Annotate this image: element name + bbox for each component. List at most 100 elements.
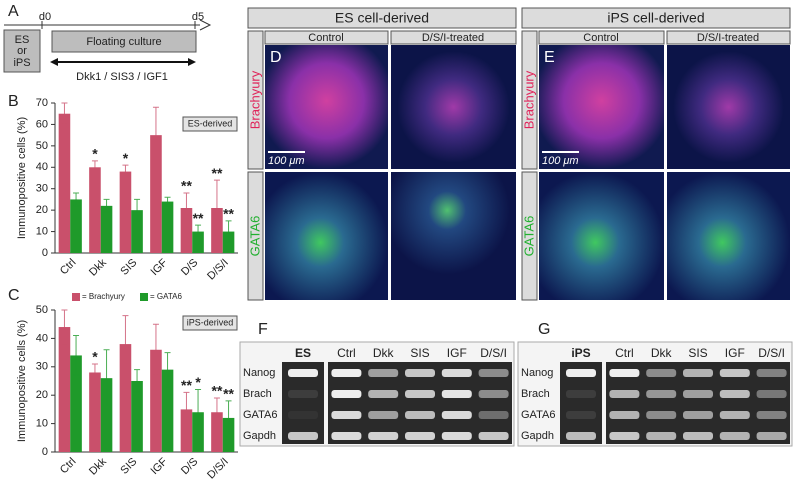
micrograph (667, 172, 790, 300)
lane-label: iPS (571, 346, 590, 360)
y-tick-label: 0 (42, 446, 48, 458)
source-label: iPS (13, 57, 30, 69)
marker: Brachyury (247, 70, 262, 129)
band (478, 369, 509, 377)
band (566, 411, 596, 419)
condition: Control (583, 32, 618, 44)
row-header (521, 30, 538, 170)
band (683, 369, 713, 377)
scale-label: 100 μm (268, 155, 305, 167)
panel-label: F (258, 321, 268, 338)
error-bar (183, 192, 190, 224)
error-bar (73, 335, 80, 376)
significance: ** (223, 206, 234, 222)
lane-label: Ctrl (615, 346, 634, 360)
error-bar (103, 198, 110, 213)
panel-label: C (8, 287, 20, 304)
y-tick-label: 40 (36, 161, 48, 173)
x-tick-label: IGF (148, 456, 170, 478)
band (288, 432, 318, 440)
band (756, 369, 787, 377)
y-tick-label: 20 (36, 204, 48, 216)
band (441, 390, 472, 398)
band (609, 390, 640, 398)
step-label: Floating culture (86, 36, 161, 48)
error-bar (183, 391, 190, 427)
band (478, 390, 509, 398)
lane-label: D/S/I (758, 346, 785, 360)
band (288, 390, 318, 398)
bar (211, 412, 223, 452)
gene-label: Brach (243, 388, 272, 400)
group-header (521, 7, 791, 29)
marker: Brachyury (521, 70, 536, 129)
error-bar (225, 220, 232, 243)
significance: * (92, 349, 98, 365)
x-tick-label: D/S (179, 257, 200, 278)
significance: * (123, 150, 129, 166)
marker: GATA6 (521, 216, 536, 257)
gene-label: GATA6 (521, 409, 555, 421)
band (719, 390, 750, 398)
group-header (247, 7, 517, 29)
bar (180, 208, 193, 253)
band (646, 411, 677, 419)
bar (70, 355, 82, 452)
bar (70, 199, 82, 253)
error-bar (152, 323, 159, 376)
scale-label: 100 μm (542, 155, 579, 167)
bar (131, 381, 143, 452)
band (405, 390, 435, 398)
error-bar (213, 179, 220, 237)
condition-header (666, 30, 791, 45)
error-bar (122, 315, 129, 373)
lane-label: IGF (725, 346, 745, 360)
band (756, 432, 787, 440)
band (756, 390, 787, 398)
micrograph (539, 45, 664, 169)
band (288, 369, 318, 377)
band (441, 432, 472, 440)
lane-label: Ctrl (337, 346, 356, 360)
band (683, 432, 713, 440)
band (566, 369, 596, 377)
bar (58, 113, 71, 253)
error-bar (225, 400, 232, 436)
y-axis-label: Immunopositive cells (%) (16, 117, 28, 239)
bar (89, 167, 101, 253)
y-tick-label: 30 (36, 361, 48, 373)
row-header (247, 171, 264, 301)
y-tick-label: 20 (36, 389, 48, 401)
panel-label: G (538, 321, 550, 338)
day-label: d5 (192, 11, 204, 23)
x-tick-label: Ctrl (58, 257, 79, 278)
significance: ** (181, 377, 192, 393)
bar (58, 327, 71, 452)
lane-label: SIS (410, 346, 429, 360)
x-tick-label: D/S/I (205, 257, 231, 283)
band (683, 390, 713, 398)
significance: ** (223, 386, 234, 402)
x-tick-label: D/S (179, 456, 200, 477)
tag-box (182, 315, 238, 331)
gene-label: Brach (521, 388, 550, 400)
error-bar (134, 198, 141, 222)
lane-label: IGF (447, 346, 467, 360)
error-bar (91, 363, 98, 382)
bar (119, 344, 132, 452)
condition: Control (308, 32, 343, 44)
x-tick-label: SIS (118, 456, 139, 477)
band (683, 411, 713, 419)
error-bar (134, 369, 141, 393)
condition-header (538, 30, 665, 45)
bar (161, 201, 174, 253)
gene-label: Gapdh (243, 430, 276, 442)
band (646, 390, 677, 398)
bar (161, 369, 174, 452)
error-bar (195, 389, 202, 436)
source-label: ES (15, 34, 30, 46)
band (646, 432, 677, 440)
bar (150, 349, 162, 452)
micrograph (391, 45, 516, 169)
significance: ** (181, 178, 192, 194)
